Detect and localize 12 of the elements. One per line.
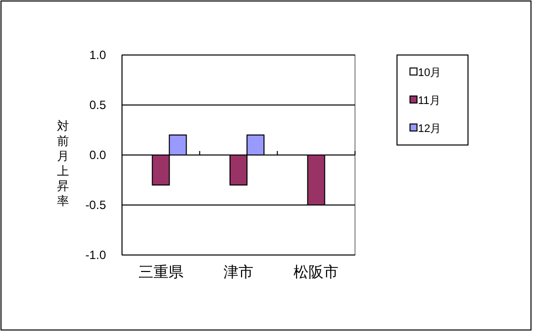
x-tick-label: 三重県 — [138, 264, 184, 281]
legend-label: 12月 — [418, 122, 442, 135]
y-axis-title: 対前月上昇率 — [57, 119, 69, 208]
legend-label: 10月 — [418, 66, 442, 79]
y-tick-label: 1.0 — [89, 48, 106, 62]
y-tick-label: -1.0 — [85, 248, 106, 262]
y-tick-label: -0.5 — [85, 198, 106, 212]
legend-label: 11月 — [418, 94, 440, 107]
x-tick-label: 松阪市 — [294, 264, 339, 281]
x-tick-label: 津市 — [224, 264, 254, 281]
y-tick-label: 0.5 — [89, 98, 106, 112]
y-tick-label: 0.0 — [89, 148, 106, 162]
